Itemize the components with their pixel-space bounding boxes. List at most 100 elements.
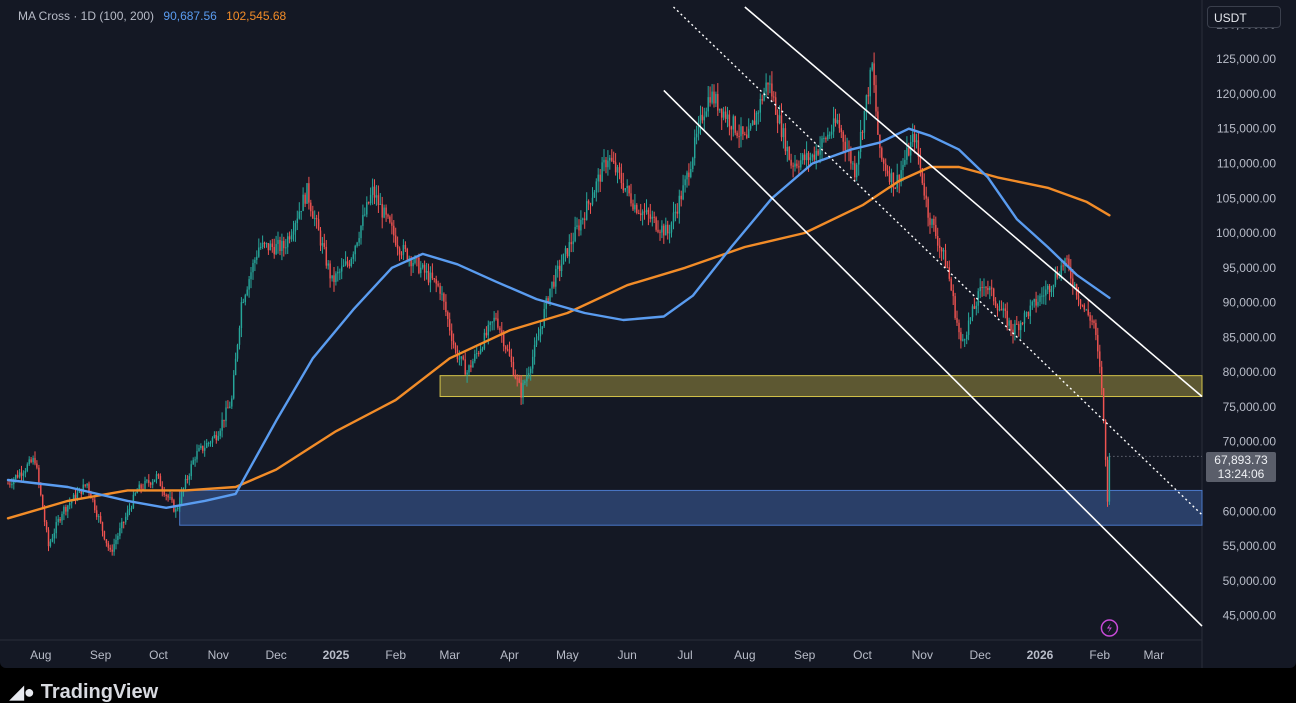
candle-body xyxy=(157,474,160,477)
candle-body xyxy=(620,173,623,184)
candle-body xyxy=(238,328,241,345)
candle-body xyxy=(537,336,540,341)
bar-countdown: 13:24:06 xyxy=(1217,467,1265,481)
candle-body xyxy=(900,170,902,183)
candle-body xyxy=(545,298,547,309)
candle-body xyxy=(462,356,464,360)
candle-body xyxy=(344,261,347,266)
candle-body xyxy=(707,97,709,112)
candle-body xyxy=(470,365,472,368)
candle-body xyxy=(861,131,864,133)
candle-body xyxy=(414,257,416,263)
candle-body xyxy=(1097,334,1099,352)
indicator-legend[interactable]: MA Cross · 1D (100, 200) 90,687.56 102,5… xyxy=(18,9,292,23)
candle-body xyxy=(369,194,372,204)
candle-body xyxy=(242,302,245,304)
price-zones[interactable] xyxy=(179,375,1203,526)
candle-body xyxy=(921,167,924,184)
price-tick-label: 75,000.00 xyxy=(1223,400,1277,414)
candle-body xyxy=(99,516,102,523)
candle-body xyxy=(310,202,312,212)
candle-body xyxy=(1035,299,1037,306)
candle-body xyxy=(404,244,407,250)
candle-body xyxy=(564,248,567,254)
price-tick-label: 125,000.00 xyxy=(1216,52,1276,66)
candle-body xyxy=(51,538,54,542)
candle-body xyxy=(97,516,100,518)
candle-body xyxy=(902,164,904,171)
candle-body xyxy=(296,218,299,224)
candle-body xyxy=(117,535,119,540)
price-chart[interactable]: 130,000.00125,000.00120,000.00115,000.00… xyxy=(0,0,1296,668)
candle-body xyxy=(275,243,277,255)
candle-body xyxy=(805,153,808,161)
candle-body xyxy=(1087,309,1089,316)
candle-body xyxy=(728,114,731,127)
time-tick-label: Oct xyxy=(149,648,168,662)
candle-body xyxy=(63,506,65,514)
candle-body xyxy=(659,231,661,233)
candle-body xyxy=(977,291,979,306)
candle-body xyxy=(1018,324,1020,331)
candle-body xyxy=(576,225,578,228)
candle-body xyxy=(493,317,495,322)
chart-panel[interactable] xyxy=(0,0,1296,668)
candle-body xyxy=(290,234,293,240)
tradingview-logo-icon: ◢● xyxy=(10,682,35,702)
candle-body xyxy=(522,383,524,398)
candle-body xyxy=(468,365,470,373)
resistance-zone[interactable] xyxy=(439,375,1203,398)
candle-body xyxy=(171,497,173,501)
candle-body xyxy=(1066,258,1068,260)
ma100-value: 90,687.56 xyxy=(163,9,217,23)
candle-body xyxy=(713,91,715,104)
candle-body xyxy=(720,108,723,118)
time-tick-label: Mar xyxy=(1143,648,1164,662)
price-axis[interactable]: 130,000.00125,000.00120,000.00115,000.00… xyxy=(1216,17,1276,622)
price-tick-label: 60,000.00 xyxy=(1223,504,1277,518)
channel-middle-line[interactable] xyxy=(672,6,1203,516)
candle-body xyxy=(960,332,962,341)
candle-body xyxy=(942,250,945,252)
candle-body xyxy=(501,330,503,335)
candle-body xyxy=(695,133,698,138)
candle-body xyxy=(873,63,875,86)
candle-body xyxy=(865,95,868,111)
currency-selector[interactable]: USDT xyxy=(1207,6,1281,28)
channel-lower-line[interactable] xyxy=(663,89,1203,627)
candle-body xyxy=(107,543,110,548)
channel-lines[interactable] xyxy=(663,6,1203,627)
candle-body xyxy=(1062,265,1064,267)
candle-body xyxy=(935,224,937,236)
candle-body xyxy=(377,195,380,205)
candle-body xyxy=(572,241,574,245)
candle-body xyxy=(448,319,451,331)
candle-body xyxy=(335,273,337,283)
candle-body xyxy=(643,211,646,213)
candle-body xyxy=(394,235,397,246)
candle-body xyxy=(601,162,603,182)
candle-body xyxy=(767,82,769,85)
candle-body xyxy=(319,230,322,246)
candle-body xyxy=(57,519,59,523)
candle-body xyxy=(1102,388,1105,421)
support-zone[interactable] xyxy=(179,489,1203,526)
candle-body xyxy=(553,281,555,287)
candle-body xyxy=(801,154,804,161)
candle-body xyxy=(753,120,756,125)
channel-upper-line[interactable] xyxy=(744,6,1203,398)
price-tick-label: 90,000.00 xyxy=(1223,296,1277,310)
candle-body xyxy=(836,119,839,123)
candle-body xyxy=(418,257,420,274)
candle-body xyxy=(90,491,92,499)
price-tick-label: 55,000.00 xyxy=(1223,539,1277,553)
time-axis[interactable]: Aug Sep Oct Nov Dec 2025 Feb Mar Apr May Jun Jul Aug… xyxy=(30,648,1164,662)
candle-body xyxy=(356,242,358,246)
candle-body xyxy=(568,242,571,257)
price-tick-label: 115,000.00 xyxy=(1217,122,1276,136)
candle-body xyxy=(294,223,297,232)
candle-body xyxy=(402,244,405,255)
candle-body xyxy=(219,430,221,436)
candle-body xyxy=(128,508,131,511)
candle-body xyxy=(256,256,258,260)
